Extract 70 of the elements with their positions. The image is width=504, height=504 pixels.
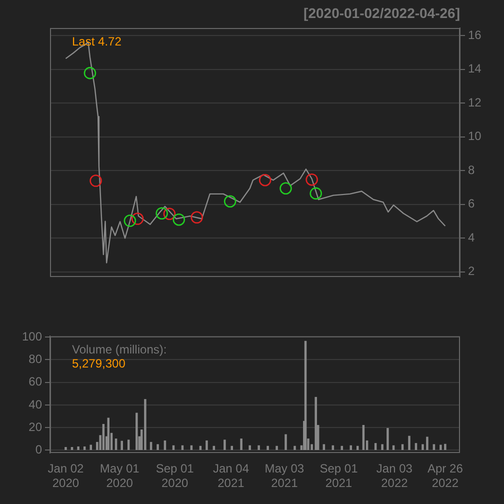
- bar: [294, 446, 296, 450]
- bar: [322, 444, 326, 450]
- y-tick-label: 80: [28, 352, 42, 366]
- bar: [240, 438, 242, 450]
- y-tick-label: 20: [28, 420, 42, 434]
- annotation: Volume (millions):: [72, 342, 167, 357]
- bar: [144, 399, 146, 450]
- point: [306, 173, 318, 186]
- y-tick-label: 10: [468, 129, 482, 144]
- bar: [258, 445, 260, 450]
- x-tick-label: Sep 01 2021: [320, 462, 358, 490]
- x-tick-label: Jan 03 2022: [376, 462, 413, 490]
- x-tick-label: May 01 2020: [100, 462, 140, 490]
- point: [310, 187, 322, 200]
- bar: [284, 434, 287, 450]
- bar: [64, 447, 67, 450]
- bar: [408, 436, 410, 450]
- bar: [224, 440, 226, 450]
- bar: [381, 444, 384, 450]
- bar: [422, 444, 424, 450]
- point: [84, 66, 96, 80]
- y-tick-label: 6: [468, 196, 475, 211]
- bar: [136, 412, 138, 450]
- x-tick-label: May 03 2021: [264, 462, 304, 490]
- point: [156, 207, 168, 220]
- y-tick-label: 100: [22, 329, 42, 344]
- chart-title: [2020-01-02/2022-04-26]: [304, 5, 460, 21]
- bar: [276, 446, 278, 450]
- x-tick-label: Sep 01 2020: [156, 462, 194, 490]
- bar: [107, 418, 110, 450]
- bar: [206, 440, 208, 450]
- bar: [127, 440, 130, 450]
- bar: [432, 444, 436, 450]
- y-tick-label: 14: [468, 62, 482, 76]
- point: [124, 214, 136, 227]
- bar: [440, 444, 442, 450]
- bar: [426, 436, 428, 450]
- point: [172, 213, 186, 226]
- point: [258, 174, 272, 186]
- y-tick-label: 2: [468, 264, 475, 278]
- bar: [248, 445, 251, 450]
- y-tick-label: 16: [468, 28, 482, 42]
- point: [280, 182, 292, 195]
- x-tick-label: Jan 04 2021: [212, 462, 250, 490]
- bar: [401, 444, 404, 450]
- point: [131, 212, 144, 225]
- x-tick-label: Apr 26 2022: [428, 462, 464, 490]
- bar: [314, 396, 317, 450]
- bar: [120, 440, 123, 450]
- bar: [386, 428, 389, 450]
- bar: [230, 446, 234, 450]
- y-tick-label: 40: [28, 397, 42, 412]
- bar: [350, 445, 352, 450]
- annotation: 5,279,300: [72, 356, 126, 371]
- bar: [266, 446, 269, 450]
- point: [190, 211, 203, 224]
- bar: [90, 444, 92, 450]
- y-tick-label: 60: [28, 374, 42, 389]
- point: [90, 174, 102, 187]
- bar: [77, 446, 80, 450]
- annotation: Last 4.72: [72, 34, 122, 48]
- bar: [156, 444, 159, 450]
- bar: [444, 444, 446, 450]
- y-tick-label: 12: [468, 95, 482, 110]
- y-tick-label: 4: [468, 230, 475, 244]
- y-tick-label: 8: [468, 162, 475, 177]
- point: [224, 195, 236, 208]
- point: [163, 208, 176, 220]
- x-tick-label: Jan 02 2020: [48, 462, 84, 490]
- y-tick-label: 0: [35, 442, 42, 456]
